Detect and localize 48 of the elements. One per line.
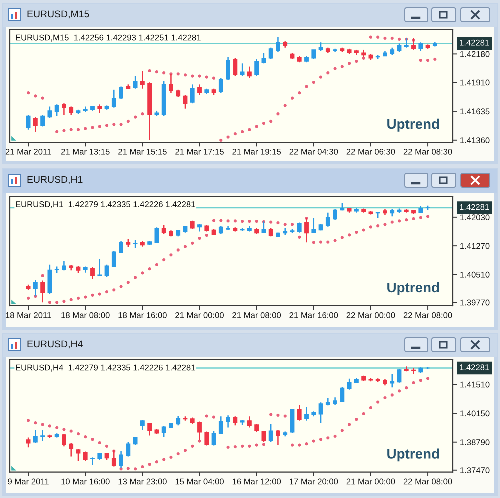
x-tick-label: 22 Mar 06:30 <box>346 148 396 155</box>
x-tick-label: 22 Mar 04:30 <box>290 148 338 155</box>
annotation: Uptrend <box>388 118 440 132</box>
x-tick-label: 21 Mar 17:15 <box>176 148 224 155</box>
x-tick-label: 21 Mar 2011 <box>6 148 52 155</box>
x-tick-label: 22 Mar 08:00 <box>404 478 452 485</box>
x-tick-label: 21 Mar 15:15 <box>118 148 167 155</box>
y-tick-label: 1.41635 <box>460 108 490 115</box>
y-tick-label: 1.42180 <box>460 51 490 58</box>
x-tick-label: 21 Mar 00:00 <box>346 478 396 485</box>
annotation: Uptrend <box>388 282 440 296</box>
chart-subtitle: EURUSD,M15 1.42256 1.42293 1.42251 1.42281 <box>16 34 201 42</box>
x-tick-label: 10 Mar 16:00 <box>62 478 110 485</box>
x-tick-label: 16 Mar 12:00 <box>232 478 282 485</box>
y-tick-label: 1.39770 <box>460 300 490 306</box>
chart-title: EURUSD,H4 <box>28 340 83 349</box>
annotation: Uptrend <box>388 448 440 462</box>
x-tick-label: 21 Mar 19:15 <box>232 148 282 155</box>
x-tick-label: 9 Mar 2011 <box>8 478 49 485</box>
y-tick-label: 1.40510 <box>460 272 490 278</box>
y-tick-label: 1.40150 <box>460 410 490 417</box>
y-tick-label: 1.41360 <box>460 138 490 144</box>
chart-title: EURUSD,M15 <box>28 10 90 19</box>
ref-line-label: 1.42281 <box>460 364 490 370</box>
x-tick-label: 17 Mar 20:00 <box>290 478 338 485</box>
x-tick-label: 22 Mar 08:30 <box>404 148 452 155</box>
y-tick-label: 1.41270 <box>460 243 490 250</box>
x-tick-label: 13 Mar 23:00 <box>118 478 167 485</box>
x-tick-label: 21 Mar 00:00 <box>176 312 224 318</box>
x-tick-label: 21 Mar 08:00 <box>232 312 282 318</box>
x-tick-label: 21 Mar 16:00 <box>290 312 338 318</box>
x-tick-label: 22 Mar 08:00 <box>404 312 452 318</box>
y-tick-label: 1.38790 <box>460 440 490 446</box>
x-tick-label: 18 Mar 2011 <box>6 312 52 318</box>
chart-title: EURUSD,H1 <box>28 176 83 184</box>
x-tick-label: 21 Mar 13:15 <box>61 148 110 155</box>
x-tick-label: 18 Mar 16:00 <box>118 312 167 318</box>
x-tick-label: 22 Mar 00:00 <box>346 312 396 318</box>
ref-line-label: 1.42281 <box>460 40 490 46</box>
x-tick-label: 18 Mar 08:00 <box>62 312 110 318</box>
y-tick-label: 1.42030 <box>460 214 490 221</box>
ref-line-label: 1.42281 <box>460 204 490 210</box>
y-tick-label: 1.41510 <box>460 382 490 388</box>
chart-subtitle: EURUSD,H1 1.42279 1.42335 1.42226 1.42281 <box>16 202 196 208</box>
y-tick-label: 1.37470 <box>460 468 490 474</box>
y-tick-label: 1.41910 <box>460 80 490 86</box>
chart-subtitle: EURUSD,H4 1.42279 1.42335 1.42226 1.42281 <box>16 364 196 372</box>
x-tick-label: 15 Mar 04:00 <box>176 478 224 485</box>
